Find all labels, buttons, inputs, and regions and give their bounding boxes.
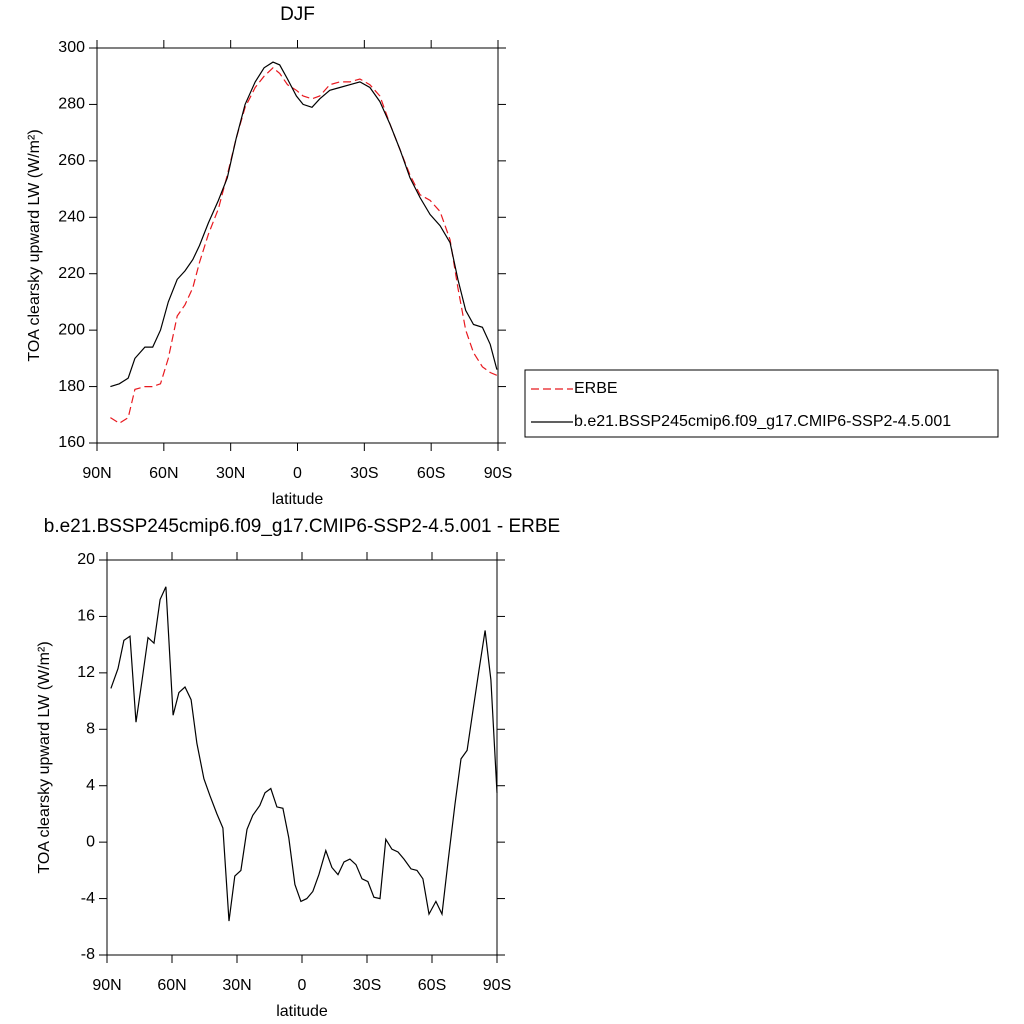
x-tick-label: 90S [483, 977, 511, 994]
x-tick-label: 60N [149, 465, 178, 482]
y-tick-label: 260 [58, 152, 85, 169]
y-tick-label: -8 [81, 946, 95, 963]
legend-label: ERBE [574, 380, 618, 397]
x-tick-label: 60N [157, 977, 186, 994]
y-tick-label: 240 [58, 209, 85, 226]
y-tick-label: 20 [77, 551, 95, 568]
y-axis-label: TOA clearsky upward LW (W/m²) [36, 641, 53, 873]
x-tick-label: 0 [298, 977, 307, 994]
y-tick-label: 160 [58, 434, 85, 451]
y-axis-label: TOA clearsky upward LW (W/m²) [26, 129, 43, 361]
x-tick-label: 90N [82, 465, 111, 482]
y-tick-label: 300 [58, 39, 85, 56]
series-line [110, 586, 498, 922]
legend-box [524, 369, 999, 438]
x-tick-label: 30S [353, 977, 381, 994]
x-tick-label: 30N [222, 977, 251, 994]
x-tick-label: 90S [484, 465, 512, 482]
y-tick-label: 280 [58, 96, 85, 113]
x-tick-label: 60S [417, 465, 445, 482]
x-tick-label: 30N [216, 465, 245, 482]
x-tick-label: 30S [350, 465, 378, 482]
x-tick-label: 60S [418, 977, 446, 994]
x-axis-label: latitude [276, 1003, 328, 1020]
y-tick-label: 4 [86, 777, 95, 794]
x-tick-label: 0 [293, 465, 302, 482]
legend: ERBE b.e21.BSSP245cmip6.f09_g17.CMIP6-SSP… [524, 369, 999, 438]
chart-title: b.e21.BSSP245cmip6.f09_g17.CMIP6-SSP2-4.… [44, 516, 560, 537]
x-tick-label: 90N [92, 977, 121, 994]
y-tick-label: 180 [58, 378, 85, 395]
y-tick-label: 0 [86, 833, 95, 850]
y-tick-label: 16 [77, 608, 95, 625]
y-tick-label: 220 [58, 265, 85, 282]
x-axis-label: latitude [272, 491, 324, 508]
series-line [110, 66, 498, 425]
y-tick-label: -4 [81, 890, 95, 907]
legend-label: b.e21.BSSP245cmip6.f09_g17.CMIP6-SSP2-4.… [574, 413, 951, 430]
y-tick-label: 200 [58, 321, 85, 338]
plot-frame [106, 559, 498, 956]
series-line [110, 61, 498, 388]
chart-title: DJF [280, 4, 315, 25]
y-tick-label: 8 [86, 721, 95, 738]
plot-frame [96, 47, 499, 444]
y-tick-label: 12 [77, 664, 95, 681]
